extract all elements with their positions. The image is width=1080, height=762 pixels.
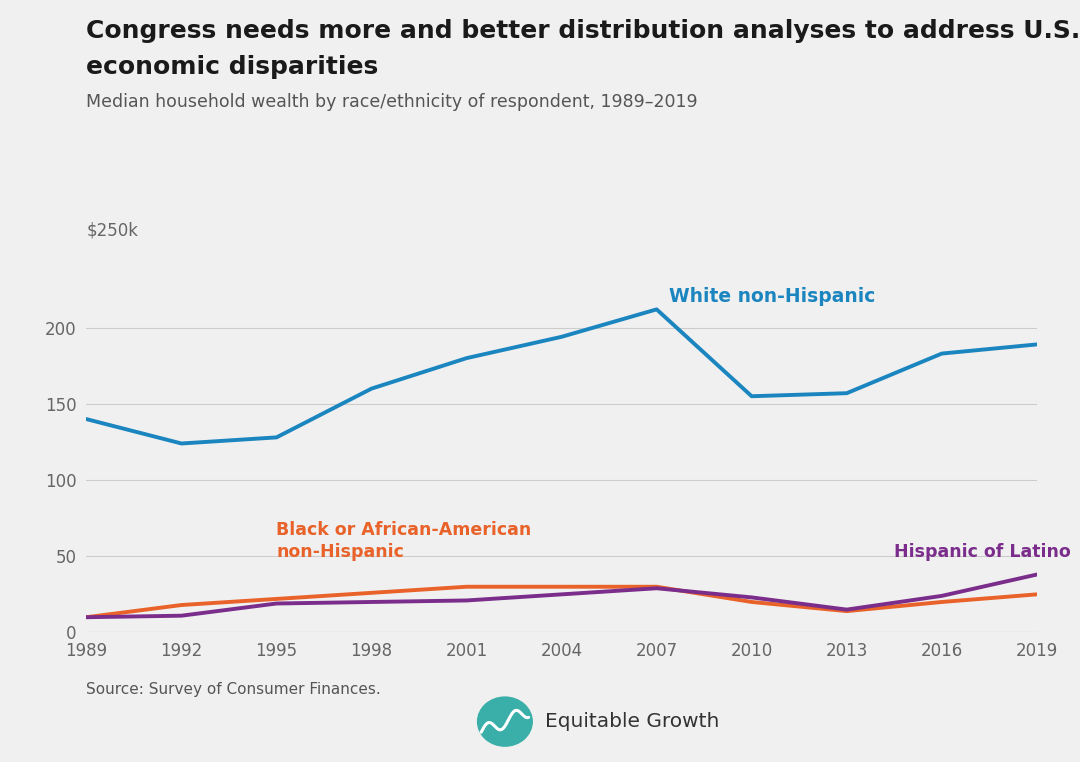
Text: Equitable Growth: Equitable Growth — [545, 712, 719, 731]
Text: Black or African-American
non-Hispanic: Black or African-American non-Hispanic — [276, 520, 531, 561]
Text: Hispanic of Latino: Hispanic of Latino — [894, 543, 1071, 561]
Circle shape — [477, 697, 532, 746]
Text: Median household wealth by race/ethnicity of respondent, 1989–2019: Median household wealth by race/ethnicit… — [86, 93, 698, 111]
Text: Congress needs more and better distribution analyses to address U.S.: Congress needs more and better distribut… — [86, 19, 1080, 43]
Text: White non-Hispanic: White non-Hispanic — [670, 287, 876, 306]
Text: economic disparities: economic disparities — [86, 55, 379, 78]
Text: Source: Survey of Consumer Finances.: Source: Survey of Consumer Finances. — [86, 682, 381, 697]
Text: $250k: $250k — [86, 221, 138, 239]
